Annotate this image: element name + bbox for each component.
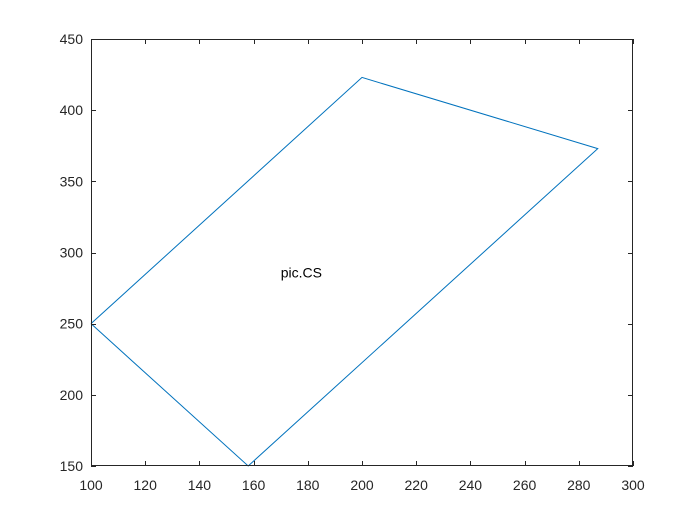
x-tick-label: 180 (296, 477, 320, 493)
axes-background (91, 39, 633, 466)
x-tick-label: 280 (567, 477, 591, 493)
x-tick-label: 240 (459, 477, 483, 493)
series-line-0 (90, 76, 599, 467)
y-tick-label: 400 (60, 102, 84, 118)
x-tick-label: 260 (513, 477, 537, 493)
y-tick-label: 350 (60, 173, 84, 189)
x-tick-label: 120 (134, 477, 158, 493)
y-tick-label: 150 (60, 458, 84, 474)
x-tick-label: 140 (188, 477, 212, 493)
x-tick-label: 200 (350, 477, 374, 493)
y-tick-label: 450 (60, 31, 84, 47)
y-tick-label: 250 (60, 316, 84, 332)
y-tick-label: 200 (60, 387, 84, 403)
x-tick-label: 300 (621, 477, 645, 493)
plot-area: 100 120 140 160 180 200 220 240 260 280 300 150 200 2… (60, 31, 645, 493)
x-tick-label: 160 (242, 477, 266, 493)
annotation-label: pic.CS (281, 264, 322, 280)
x-tick-label: 220 (405, 477, 429, 493)
y-tick-label: 300 (60, 245, 84, 261)
x-tick-label: 100 (79, 477, 103, 493)
